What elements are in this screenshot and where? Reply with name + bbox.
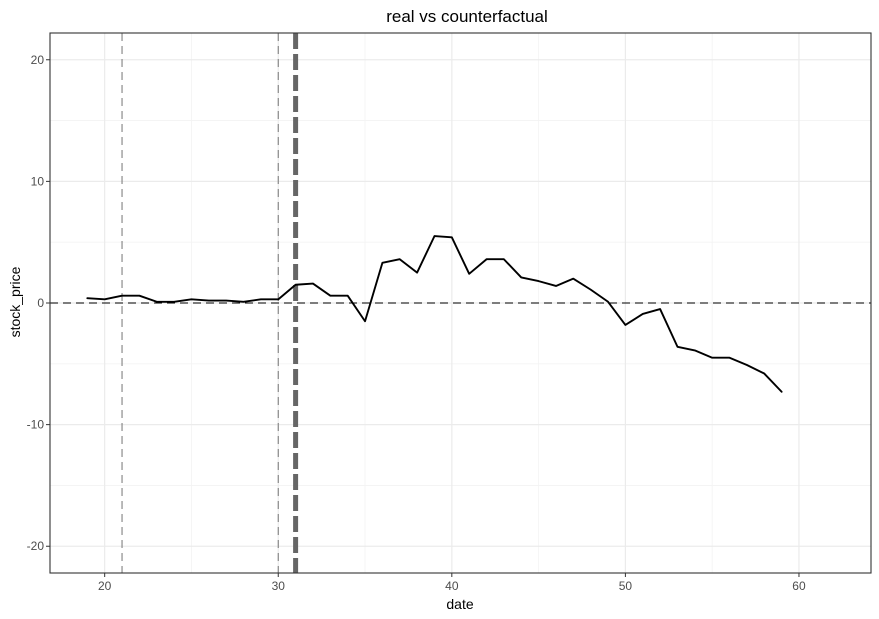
minor-grid <box>50 33 871 573</box>
y-tick-label: 10 <box>31 174 45 188</box>
x-tick-label: 20 <box>98 579 112 593</box>
reference-lines <box>50 33 871 573</box>
y-axis: -20 -10 0 10 20 <box>27 53 50 553</box>
y-tick-label: 0 <box>37 296 44 310</box>
series-layer <box>86 235 783 393</box>
x-tick-label: 30 <box>272 579 286 593</box>
series-line <box>86 235 783 393</box>
x-tick-label: 50 <box>619 579 633 593</box>
x-tick-label: 60 <box>792 579 806 593</box>
y-tick-label: -20 <box>27 539 45 553</box>
y-axis-title: stock_price <box>7 266 23 337</box>
chart-title: real vs counterfactual <box>386 7 548 26</box>
y-tick-label: 20 <box>31 53 45 67</box>
y-tick-label: -10 <box>27 418 45 432</box>
x-axis: 20 30 40 50 60 <box>98 573 806 593</box>
x-axis-title: date <box>446 596 473 612</box>
x-tick-label: 40 <box>445 579 459 593</box>
